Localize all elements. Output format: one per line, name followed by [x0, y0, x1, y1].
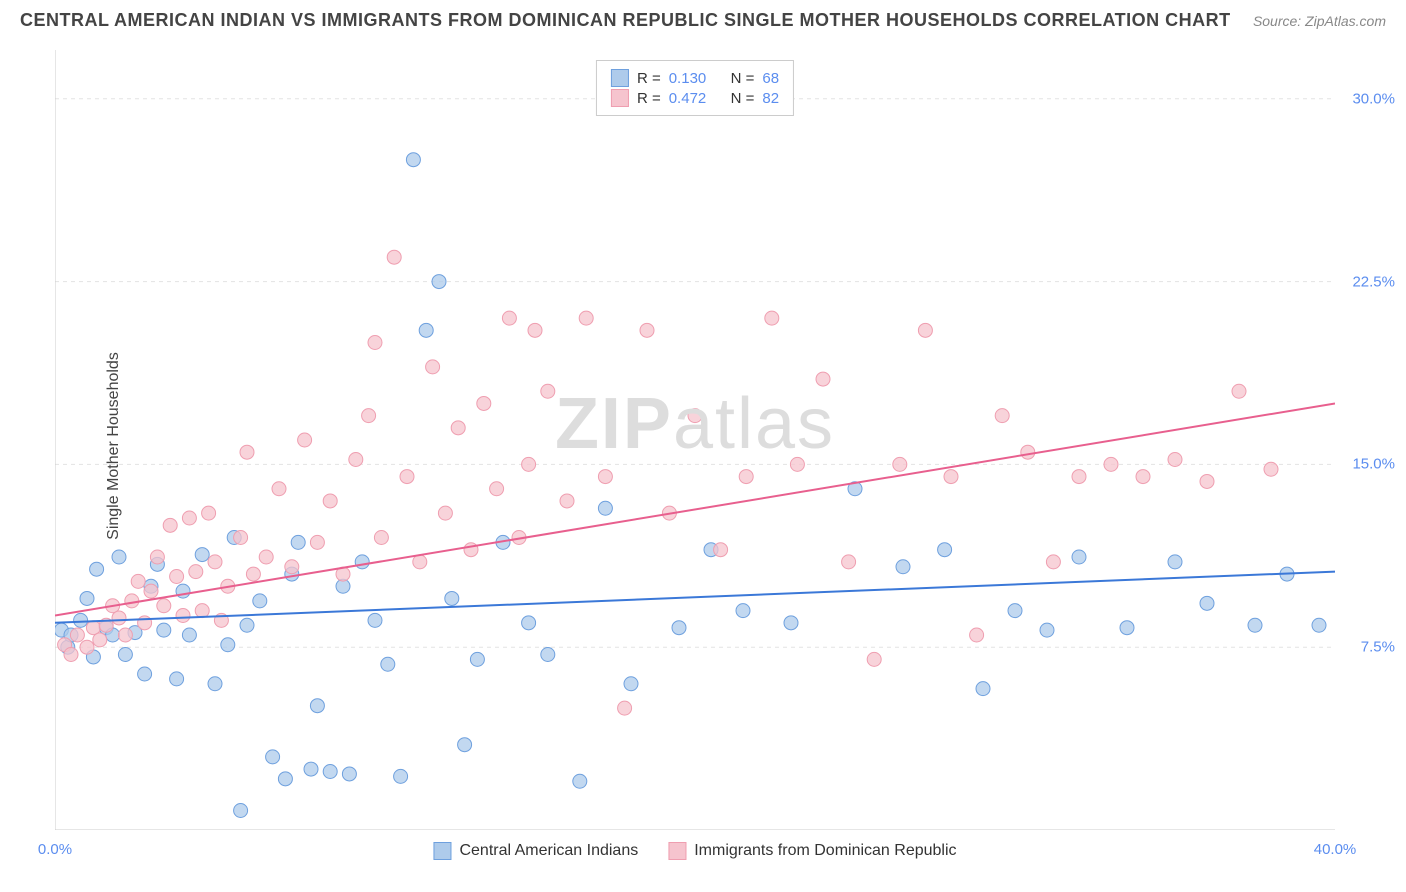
scatter-plot — [55, 50, 1335, 830]
series-1-swatch-icon — [433, 842, 451, 860]
legend-item-series-1: Central American Indians — [433, 842, 638, 860]
series-2-swatch — [611, 89, 629, 107]
x-tick-label: 40.0% — [1314, 841, 1357, 858]
y-tick-label: 15.0% — [1352, 456, 1395, 473]
y-tick-label: 22.5% — [1352, 273, 1395, 290]
y-tick-label: 30.0% — [1352, 90, 1395, 107]
stats-legend-box: R = 0.130 N = 68 R = 0.472 N = 82 — [596, 60, 794, 116]
stats-row-series-2: R = 0.472 N = 82 — [611, 89, 779, 107]
series-1-swatch — [611, 69, 629, 87]
source-attribution: Source: ZipAtlas.com — [1253, 13, 1386, 29]
bottom-legend: Central American Indians Immigrants from… — [433, 842, 956, 860]
series-2-swatch-icon — [668, 842, 686, 860]
chart-container: ZIPatlas R = 0.130 N = 68 R = 0.472 N = … — [55, 50, 1335, 830]
chart-title: CENTRAL AMERICAN INDIAN VS IMMIGRANTS FR… — [20, 10, 1231, 31]
legend-item-series-2: Immigrants from Dominican Republic — [668, 842, 956, 860]
stats-row-series-1: R = 0.130 N = 68 — [611, 69, 779, 87]
x-tick-label: 0.0% — [38, 841, 72, 858]
y-tick-label: 7.5% — [1361, 639, 1395, 656]
